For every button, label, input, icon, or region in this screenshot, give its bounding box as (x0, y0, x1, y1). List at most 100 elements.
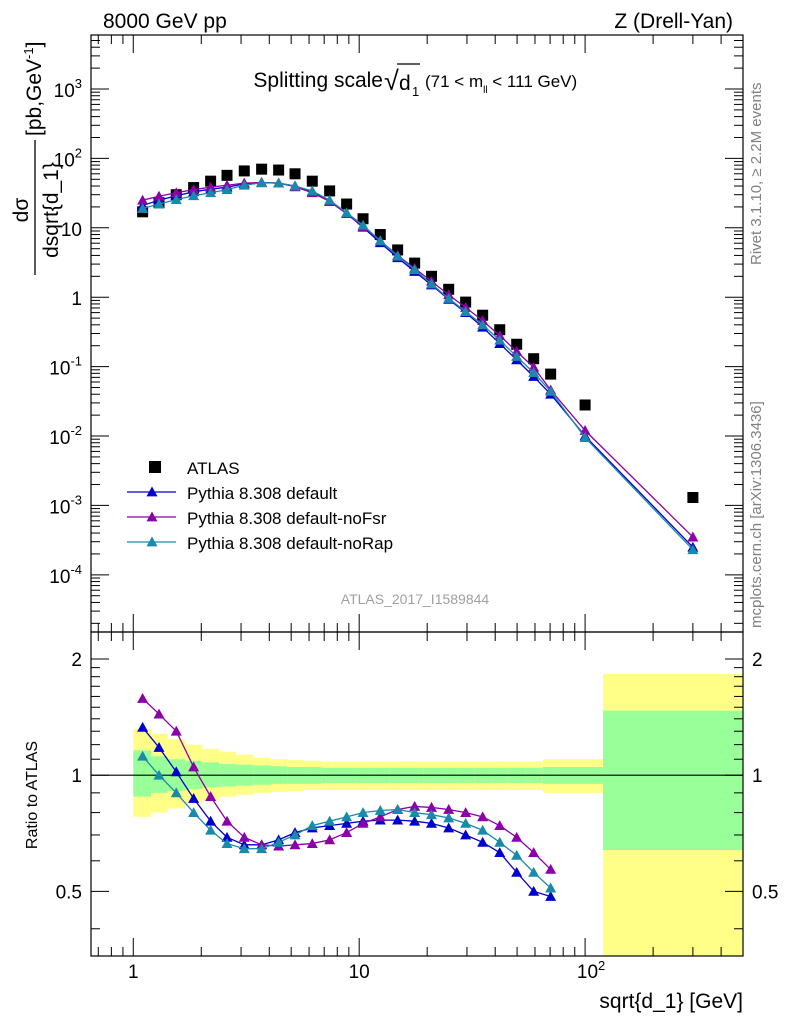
ratio-point (238, 843, 250, 854)
ratio-point (545, 863, 557, 874)
ratio-point (221, 815, 233, 826)
analysis-watermark: ATLAS_2017_I1589844 (341, 591, 490, 607)
atlas-data-point (374, 229, 386, 241)
ylabel-denominator: dsqrt{d_1} (40, 162, 63, 258)
ratio-point (494, 836, 506, 847)
uncertainty-band-inner (602, 710, 743, 850)
y-tick-base: 10 (54, 81, 75, 102)
ratio-point (511, 849, 523, 860)
ratio-point (392, 814, 404, 825)
y-tick-label: 10-3 (49, 492, 82, 518)
legend-item: ATLAS (149, 459, 240, 478)
ratio-point (460, 829, 472, 840)
ratio-point (528, 866, 540, 877)
ratio-point (357, 807, 369, 817)
ratio-y-tick-label-right: 1 (752, 766, 763, 787)
mc-data-point (687, 531, 699, 542)
ratio-point (273, 836, 285, 847)
legend-label: ATLAS (187, 459, 240, 478)
y-tick-exp: -1 (70, 354, 82, 369)
mc-data-point (273, 177, 285, 188)
legend-marker-square (149, 461, 161, 473)
mc-data-point (477, 319, 489, 330)
y-tick-exp: -2 (70, 423, 82, 438)
legend-marker-triangle (146, 486, 158, 497)
ratio-point (374, 811, 386, 822)
atlas-data-point (289, 168, 301, 180)
mc-data-point (687, 544, 699, 555)
ratio-point (188, 761, 200, 772)
ratio-point (205, 791, 217, 802)
ratio-ylabel: Ratio to ATLAS (24, 741, 41, 849)
y-tick-base: 10 (49, 567, 70, 588)
main-series-atlas (137, 163, 699, 504)
legend-marker-triangle (146, 536, 158, 547)
atlas-data-point (256, 163, 268, 175)
x-tick-base: 1 (128, 962, 139, 983)
legend-marker-triangle (146, 511, 158, 522)
ratio-point (188, 793, 200, 803)
ratio-point (511, 866, 523, 877)
atlas-data-point (511, 338, 523, 350)
y-tick-label: 10-1 (49, 354, 82, 380)
ratio-point (170, 787, 182, 798)
atlas-data-point (341, 198, 353, 210)
mc-data-point (494, 334, 506, 345)
mc-data-point (545, 385, 557, 396)
ratio-point (306, 838, 318, 848)
y-tick-exp: 3 (75, 76, 82, 91)
y-tick-label: 10 (61, 220, 82, 241)
ratio-point (170, 766, 182, 777)
main-ylabel: dσ dsqrt{d_1} [pb,GeV-1] (10, 42, 63, 275)
atlas-data-point (238, 165, 250, 177)
ratio-y-tick-label-left: 2 (71, 650, 82, 671)
atlas-data-point (221, 169, 233, 181)
y-tick-base: 1 (71, 289, 82, 310)
ratio-point (477, 811, 489, 822)
ylabel-unit: [pb,GeV-1] (21, 42, 46, 136)
ratio-point (409, 807, 421, 817)
title-d: d (399, 72, 411, 95)
mc-data-point (392, 250, 404, 261)
main-series-pythia-8-308-default-norap (137, 177, 699, 555)
mc-data-point (205, 181, 217, 192)
ratio-point (392, 803, 404, 814)
mc-data-point (528, 367, 540, 377)
ylabel-numerator: dσ (10, 198, 33, 223)
x-tick-base: 10 (349, 962, 370, 983)
ratio-point (188, 807, 200, 817)
rivet-label: Rivet 3.1.10, ≥ 2.2M events (748, 83, 765, 266)
ratio-point (443, 822, 455, 833)
mc-data-point (170, 187, 182, 198)
title-range-pre: (71 < m (425, 72, 483, 91)
atlas-data-point (545, 368, 557, 380)
ratio-point (528, 885, 540, 896)
ratio-point (221, 831, 233, 842)
mc-data-point (324, 194, 336, 205)
x-tick-label: 10 (349, 962, 370, 983)
ratio-frame (90, 631, 744, 957)
mc-data-point (153, 198, 165, 209)
y-tick-label: 10-2 (49, 423, 82, 449)
ylabel-unit-sup: -1 (21, 47, 36, 59)
legend: ATLAS Pythia 8.308 default Pythia 8.308 de… (127, 459, 393, 553)
legend-item: Pythia 8.308 default-noFsr (127, 509, 387, 528)
ratio-point (443, 803, 455, 814)
ratio-point (153, 769, 165, 780)
mc-data-point (579, 432, 591, 442)
y-tick-label: 10-4 (49, 562, 82, 588)
ratio-point (137, 693, 149, 703)
mc-data-point (137, 202, 149, 213)
ratio-point (545, 890, 557, 901)
mc-data-point (511, 350, 523, 361)
mc-data-point (170, 194, 182, 204)
atlas-data-point (324, 185, 336, 197)
y-tick-base: 10 (49, 359, 70, 380)
ratio-point (341, 811, 353, 822)
ratio-point (426, 817, 438, 828)
ratio-y-tick-label-left: 1 (71, 766, 82, 787)
ratio-point (170, 725, 182, 736)
ratio-point (341, 817, 353, 828)
